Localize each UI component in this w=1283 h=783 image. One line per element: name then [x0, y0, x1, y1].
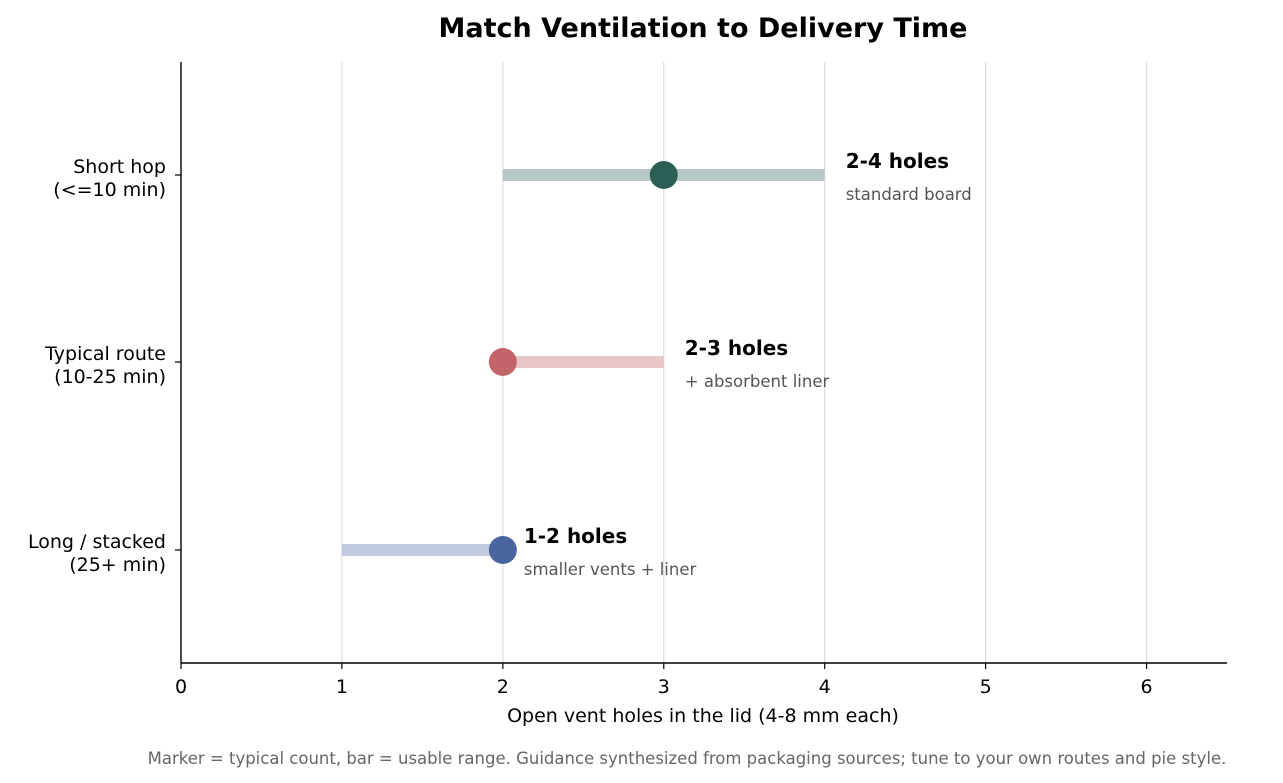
y-tick-label-line1-1: Typical route [44, 343, 166, 365]
x-tick-label-2: 2 [497, 676, 509, 698]
y-tick-label-line1-2: Long / stacked [28, 531, 166, 553]
x-tick-label-1: 1 [336, 676, 348, 698]
typical-markers [488, 161, 678, 564]
typical-marker-2 [488, 536, 517, 564]
range-label-1: 2-3 holes [685, 336, 788, 360]
x-tick-label-0: 0 [175, 676, 187, 698]
x-tick-label-3: 3 [658, 676, 670, 698]
grid-lines [341, 62, 1148, 663]
y-tick-label-line1-0: Short hop [73, 156, 166, 178]
range-bars [341, 169, 825, 556]
y-tick-label-line2-2: (25+ min) [69, 554, 166, 576]
chart-title: Match Ventilation to Delivery Time [439, 13, 968, 44]
x-tick-label-6: 6 [1140, 676, 1152, 698]
range-note-0: standard board [846, 185, 972, 204]
range-annotations: 2-4 holes standard board 2-3 holes + absorb… [524, 149, 972, 579]
x-tick-label-4: 4 [819, 676, 831, 698]
y-tick-label-line2-1: (10-25 min) [54, 366, 166, 388]
y-axis-ticks: Short hop(<=10 min) Typical route(10-25 m… [28, 156, 181, 576]
range-label-0: 2-4 holes [846, 149, 949, 173]
y-tick-label-line2-0: (<=10 min) [53, 179, 166, 201]
footnote: Marker = typical count, bar = usable ran… [148, 749, 1227, 768]
axes [180, 62, 1227, 664]
x-tick-label-5: 5 [980, 676, 992, 698]
range-label-2: 1-2 holes [524, 524, 627, 548]
typical-marker-1 [488, 348, 517, 376]
range-note-1: + absorbent liner [685, 372, 830, 391]
x-axis-ticks: 0 1 2 3 4 5 6 [175, 663, 1153, 698]
x-axis-label: Open vent holes in the lid (4-8 mm each) [507, 705, 899, 727]
range-note-2: smaller vents + liner [524, 560, 697, 579]
typical-marker-0 [649, 161, 678, 189]
